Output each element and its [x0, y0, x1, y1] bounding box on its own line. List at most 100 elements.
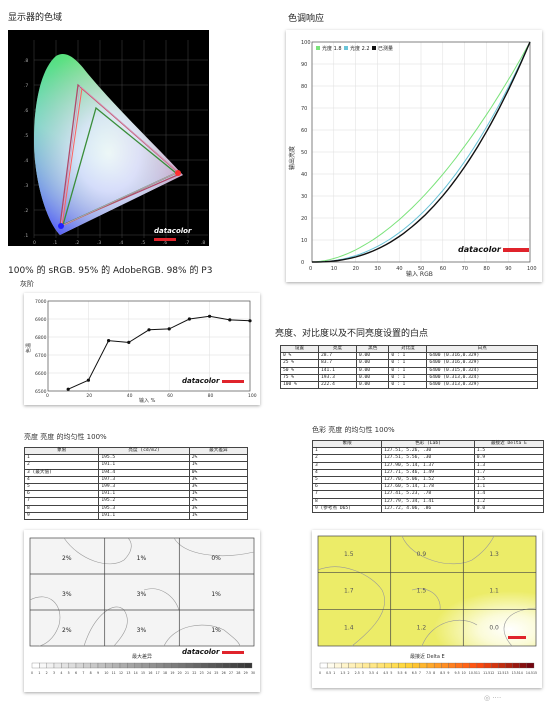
grid-value: 1.1	[489, 588, 499, 595]
lum-scale: 0 1 2 3 4 5 6 7 8 9 10 11 12 13 14 15 16 17 18 19 20 21 22 23 24…	[31, 662, 255, 675]
table-cell: 141.1	[318, 366, 357, 375]
grid-value: 1.2	[417, 624, 427, 631]
gamma-chart: 0 10 20 30 40 50 60 70 80 90 100 0 10 20 30 40 50 60 70 80…	[288, 40, 537, 278]
scale-cell	[149, 662, 157, 669]
scale-tick: 14	[134, 671, 138, 675]
color-grid-values: 1.5 0.9 1.3 1.7 1.5 1.1 1.4 1.2 0.0	[344, 551, 499, 631]
gamma-xtick: 50	[418, 266, 424, 272]
red-bar-icon	[508, 636, 526, 639]
gamma-y-ticks: 0 10 20 30 40 50 60 70 80 90 100	[301, 40, 311, 266]
table-cell: 1.4	[473, 490, 545, 499]
table-header-cell: 象限	[23, 446, 100, 456]
table-cell: 127.79, 5.34, 1.41	[381, 497, 475, 506]
color-grid: 1.5 0.9 1.31.7 1.5 1.11.4 1.2 0.0 最接近 Delta E …	[317, 535, 537, 675]
gamma-xtick: 60	[440, 266, 446, 272]
gamma-frame	[311, 41, 531, 263]
table-row: 25 % 83.7 0.00 0 : 1 6400 (0.316,0.329)	[280, 359, 538, 368]
scale-tick: 13	[504, 671, 508, 675]
gamma-ytick: 70	[301, 106, 307, 112]
table-cell: 1.1	[473, 483, 545, 492]
scale-tick: 13	[126, 671, 130, 675]
scale-tick: 7	[82, 671, 84, 675]
gamut-ytick: .2	[24, 208, 28, 214]
gs-ytick: 6900	[35, 317, 47, 323]
scale-tick: 2.5	[355, 671, 360, 675]
table-header-row: 象限 色彩 (Lab) 最接近 Delta E	[311, 439, 545, 449]
table-row: 1 195.5 2%	[23, 454, 249, 463]
gamut-title: 显示器的色域	[8, 13, 63, 23]
scale-cell	[405, 662, 413, 669]
grid-value: 1.7	[344, 588, 354, 595]
scale-cell	[355, 662, 363, 669]
table-header-cell: 设置	[280, 344, 319, 354]
gamma-ytick: 90	[301, 62, 307, 68]
gs-point	[167, 327, 171, 331]
grid-value: 0%	[211, 555, 221, 562]
scale-cell	[483, 662, 492, 669]
grid-value: 1%	[137, 555, 147, 562]
table-row: 4 197.3 3%	[23, 475, 249, 484]
scale-cell	[419, 662, 428, 669]
grid-value: 3%	[62, 591, 72, 598]
scale-cell	[207, 662, 216, 669]
table-row: 1 127.51, 5.26, .30 1.5	[311, 447, 545, 456]
scale-tick: 8.5	[440, 671, 445, 675]
lum-uniformity-title: 亮度 亮度 的均匀性 100%	[24, 433, 107, 441]
table-row: 8 127.79, 5.34, 1.41 1.2	[311, 497, 545, 506]
grid-value: 1%	[211, 591, 221, 598]
table-row: 9 191.1 1%	[23, 511, 249, 520]
gamma-series-line	[312, 41, 531, 263]
grid-value: 1.5	[417, 588, 427, 595]
gamut-ytick: .3	[24, 183, 28, 189]
scale-cell	[229, 662, 238, 669]
table-header-cell: 最大差异	[188, 446, 249, 456]
gamut-chart: 0 .1 .2 .3 .4 .5 .6 .7 .8 .8 .7 .6 .5 .4…	[8, 30, 209, 246]
color-scale: 0 0.5 1 1.5 2 2.5 3 3.5 4 4.5 5 5.5 6 6.5 7 7.5 8 8.5 9 9.5…	[319, 662, 537, 675]
gamut-caption: 100% 的 sRGB. 95% 的 AdobeRGB. 98% 的 P3	[8, 266, 213, 276]
legend-swatch-2	[344, 46, 348, 50]
legend-swatch-1	[316, 46, 320, 50]
table-cell: 1.3	[473, 461, 545, 470]
scale-tick: 9	[447, 671, 449, 675]
scale-cell	[141, 662, 150, 669]
scale-tick: 8	[90, 671, 92, 675]
table-cell: 1.2	[473, 497, 545, 506]
gs-ytick: 6600	[35, 371, 47, 377]
scale-cell	[512, 662, 520, 669]
scale-tick: 3.5	[369, 671, 374, 675]
scale-cell	[398, 662, 406, 669]
table-row: 3 127.90, 5.14, 1.37 1.3	[311, 461, 545, 470]
scale-cell	[448, 662, 456, 669]
table-cell: 127.51, 5.26, .30	[381, 447, 475, 456]
grid-value: 2%	[62, 555, 72, 562]
red-bar-icon	[503, 248, 530, 252]
scale-cell	[185, 662, 194, 669]
gamut-xtick: .3	[97, 240, 101, 246]
gs-point	[187, 317, 191, 321]
table-cell: 3%	[188, 482, 249, 492]
table-cell: 0.00	[355, 366, 390, 375]
scale-tick: 14	[519, 671, 523, 675]
grid-value: 0.9	[417, 551, 427, 558]
scale-cell	[156, 662, 165, 669]
table-cell: 3 (最大值)	[23, 468, 100, 477]
gamut-brand: datacolor	[154, 227, 209, 243]
table-row: 9 (参考点 D65) 127.72, 4.06, .86 0.0	[311, 504, 545, 513]
grid-value: 3%	[137, 591, 147, 598]
table-header-cell: 最接近 Delta E	[473, 439, 545, 449]
table-cell: 4	[23, 475, 100, 484]
table-cell: 5	[311, 475, 383, 485]
color-scale-label: 最接近 Delta E	[410, 653, 445, 660]
scale-cell	[83, 662, 91, 669]
table-row: 100 % 222.4 0.00 0 : 1 6400 (0.313,0.329)	[280, 380, 538, 390]
table-cell: 0 : 1	[388, 380, 428, 390]
scale-cell	[178, 662, 187, 669]
scale-cell	[61, 662, 69, 669]
scale-cell	[112, 662, 121, 669]
gamma-series-line	[312, 41, 531, 263]
gamma-ytick: 10	[301, 238, 307, 244]
gs-xtick: 100	[248, 393, 257, 399]
gamma-legend: 光度 1.8 光度 2.2 已测量	[316, 45, 393, 52]
table-cell: 75 %	[280, 373, 319, 382]
scale-tick: 12	[119, 671, 123, 675]
